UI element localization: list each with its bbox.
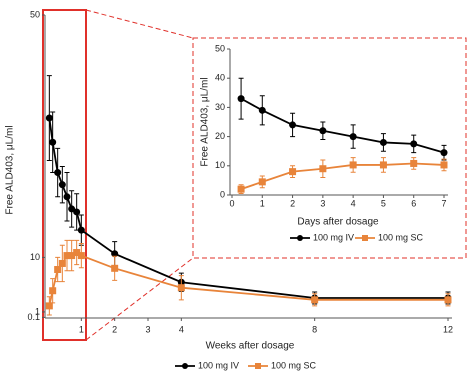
marker: [440, 161, 448, 169]
marker: [349, 161, 357, 169]
y-tick-label: 20: [215, 131, 225, 141]
legend-marker: [297, 235, 303, 241]
marker: [45, 302, 53, 310]
marker: [177, 284, 185, 292]
y-tick-label: 50: [215, 43, 225, 53]
y-tick-label: 0.1: [27, 312, 40, 322]
marker: [68, 252, 76, 260]
y-axis-label: Free ALD403, μL/ml: [200, 77, 211, 166]
legend-label: 100 mg IV: [198, 360, 239, 370]
series-line: [240, 162, 445, 191]
marker: [379, 138, 387, 146]
legend-label: 100 mg SC: [378, 232, 424, 242]
marker: [73, 208, 81, 216]
marker: [77, 252, 85, 260]
marker: [63, 252, 71, 260]
marker: [319, 127, 327, 135]
y-axis-label: Free ALD403, μL/ml: [5, 125, 16, 214]
series-line: [48, 117, 448, 299]
legend-marker: [362, 235, 368, 241]
x-tick-label: 8: [312, 324, 317, 334]
marker: [289, 168, 297, 176]
x-tick-label: 4: [351, 198, 356, 208]
marker: [45, 114, 53, 122]
y-tick-label: 0: [220, 189, 225, 199]
marker: [77, 226, 85, 234]
marker: [49, 138, 57, 146]
marker: [258, 178, 266, 186]
x-tick-label: 3: [145, 324, 150, 334]
x-tick-label: 4: [179, 324, 184, 334]
marker: [73, 249, 81, 257]
legend-label: 100 mg SC: [271, 360, 317, 370]
marker: [319, 165, 327, 173]
marker: [289, 121, 297, 129]
y-tick-label: 50: [30, 9, 40, 19]
zoom-line: [85, 257, 194, 341]
marker: [111, 250, 119, 258]
marker: [349, 133, 357, 141]
inset-frame: [192, 37, 467, 259]
y-tick-label: 40: [215, 73, 225, 83]
x-tick-label: 1: [79, 324, 84, 334]
marker: [54, 266, 62, 274]
marker: [410, 159, 418, 167]
marker: [237, 95, 245, 103]
x-tick-label: 3: [320, 198, 325, 208]
marker: [63, 193, 71, 201]
x-tick-label: 6: [411, 198, 416, 208]
x-axis-label: Days after dosage: [297, 217, 379, 228]
x-tick-label: 5: [381, 198, 386, 208]
legend-marker: [182, 363, 188, 369]
y-tick-label: 1: [35, 306, 40, 316]
marker: [111, 264, 119, 272]
marker: [410, 140, 418, 148]
marker: [379, 161, 387, 169]
legend-label: 100 mg IV: [313, 232, 354, 242]
x-tick-label: 2: [112, 324, 117, 334]
x-tick-label: 12: [443, 324, 453, 334]
zoom-box: [42, 9, 87, 341]
legend-marker: [255, 363, 261, 369]
x-axis-label: Weeks after dosage: [206, 341, 295, 352]
marker: [258, 106, 266, 114]
x-tick-label: 1: [260, 198, 265, 208]
series-line: [240, 97, 445, 154]
marker: [49, 287, 57, 295]
x-tick-label: 2: [290, 198, 295, 208]
x-tick-label: 7: [441, 198, 446, 208]
marker: [54, 169, 62, 177]
marker: [58, 181, 66, 189]
y-tick-label: 30: [215, 102, 225, 112]
zoom-line: [85, 9, 194, 39]
y-tick-label: 10: [215, 160, 225, 170]
y-tick-label: 10: [30, 252, 40, 262]
marker: [311, 296, 319, 304]
marker: [58, 259, 66, 267]
marker: [444, 296, 452, 304]
marker: [440, 149, 448, 157]
x-tick-label: 0: [229, 198, 234, 208]
marker: [237, 185, 245, 193]
